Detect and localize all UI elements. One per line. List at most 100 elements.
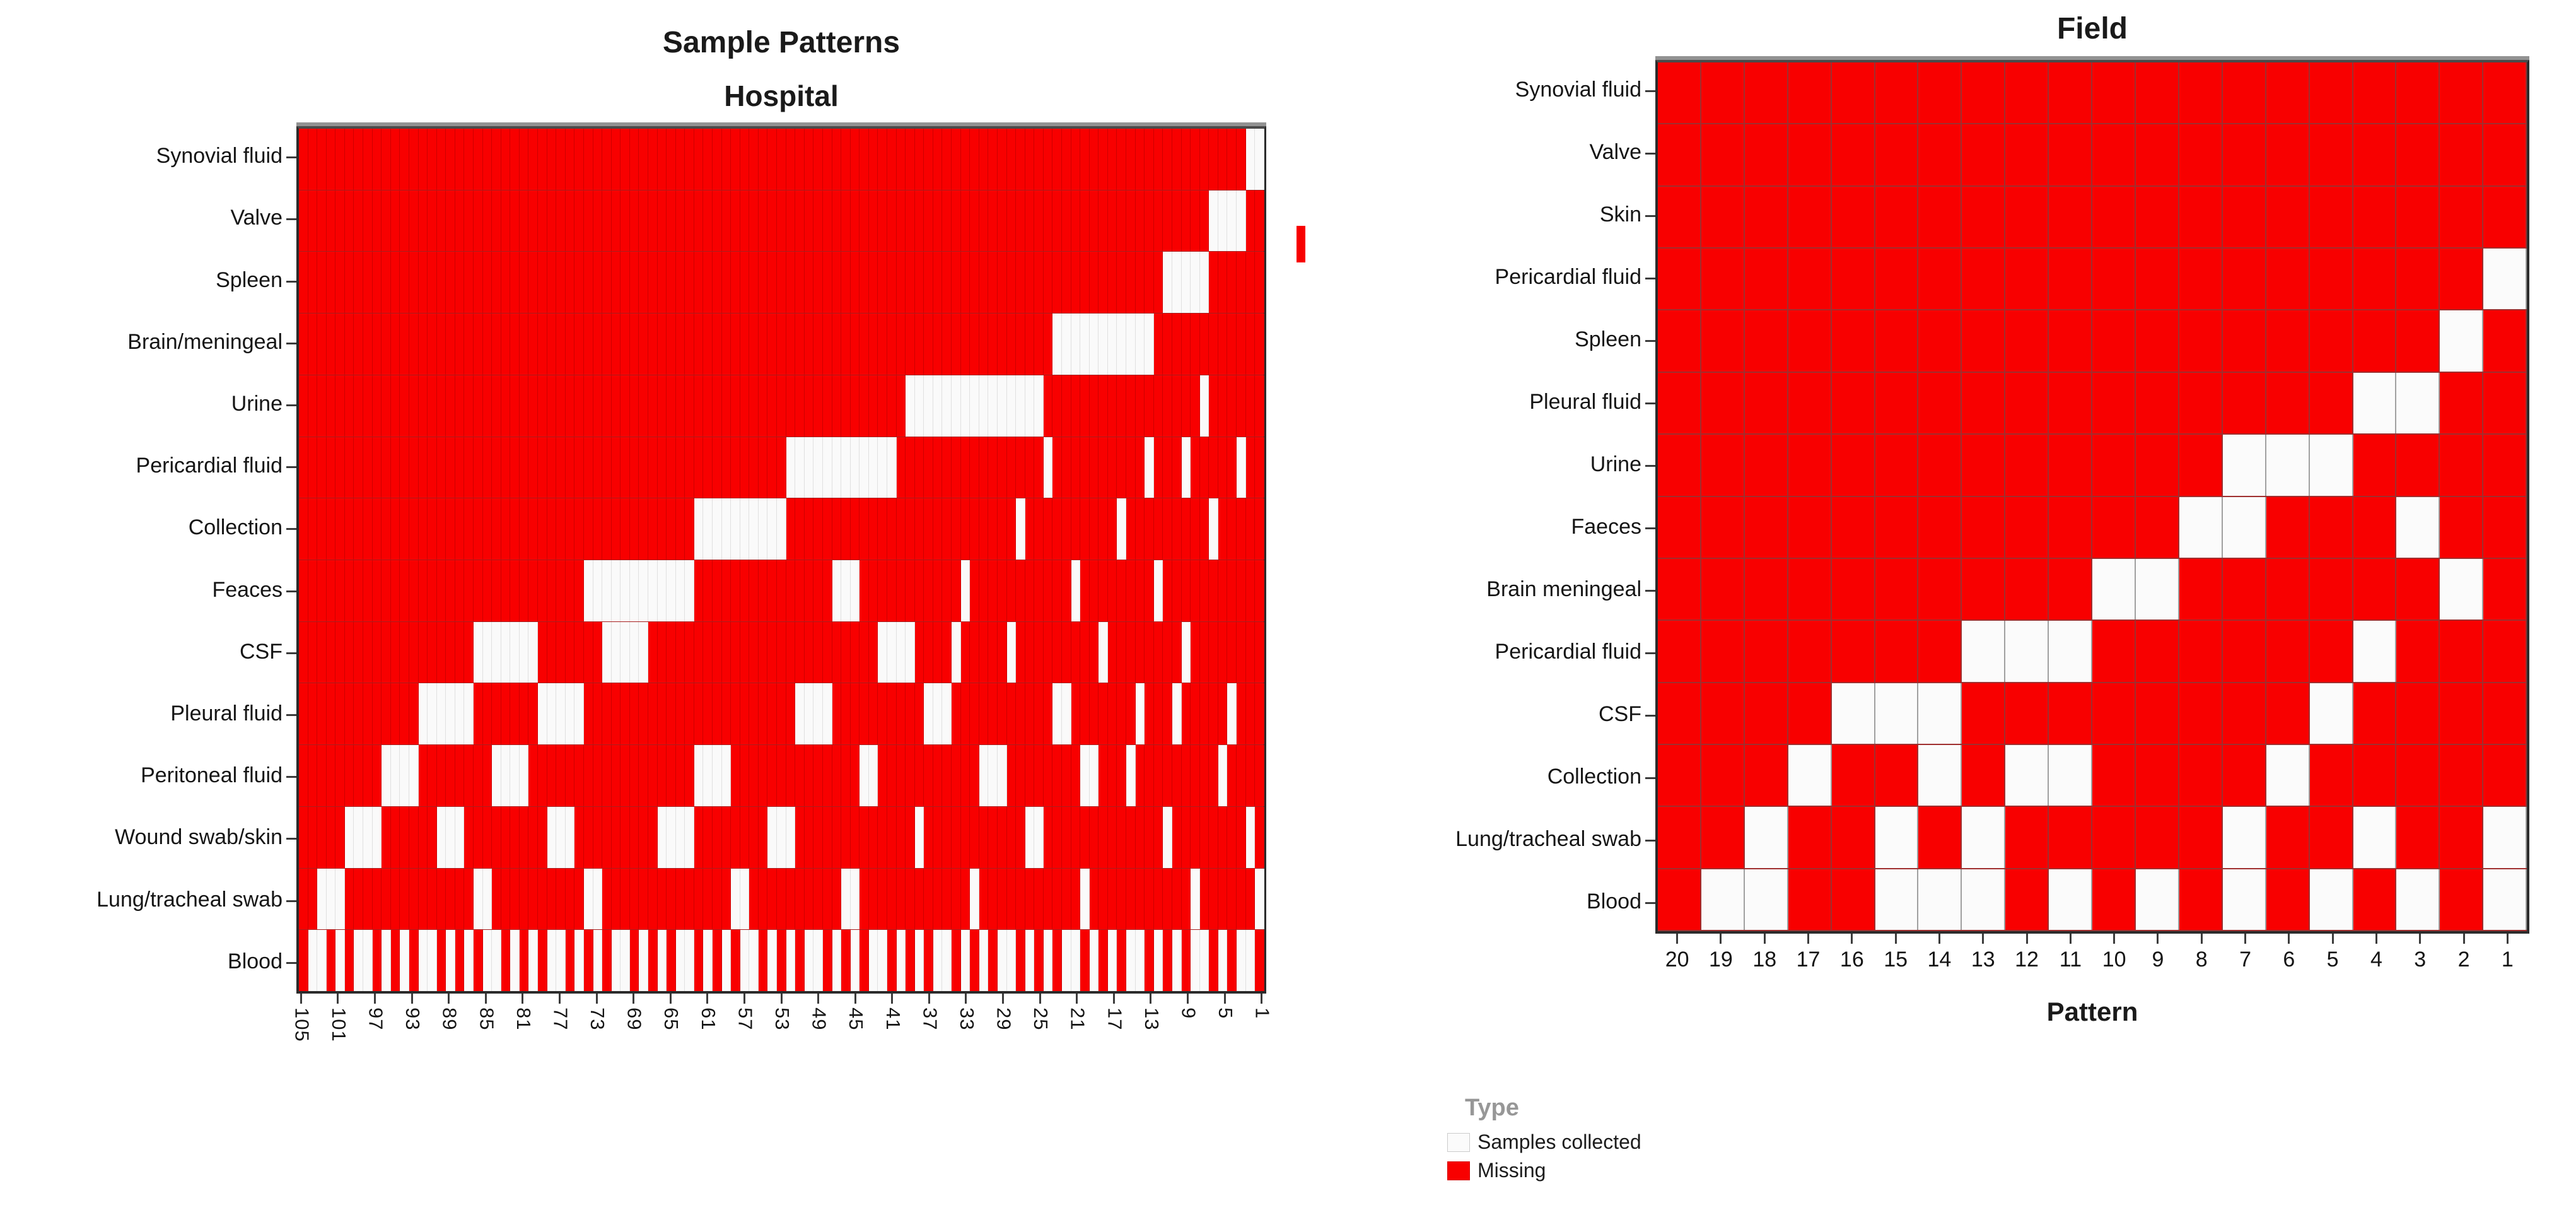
- pattern-cell: [1052, 806, 1062, 868]
- pattern-cell: [455, 498, 465, 560]
- pattern-cell: [1227, 314, 1237, 375]
- pattern-cell: [418, 560, 428, 621]
- pattern-cell: [795, 868, 805, 930]
- pattern-cell: [611, 375, 621, 437]
- x-axis-tick-label: 97: [364, 1007, 387, 1031]
- pattern-cell: [1145, 621, 1154, 683]
- pattern-cell: [308, 930, 318, 992]
- pattern-cell: [758, 621, 768, 683]
- pattern-cell: [629, 498, 639, 560]
- pattern-cell: [1181, 868, 1191, 930]
- pattern-cell: [326, 375, 336, 437]
- pattern-cell: [436, 806, 446, 868]
- pattern-cell: [914, 560, 924, 621]
- pattern-cell: [952, 252, 961, 314]
- pattern-cell: [878, 683, 887, 745]
- pattern-cell: [1043, 745, 1053, 806]
- pattern-cell: [611, 560, 621, 621]
- pattern-cell: [565, 314, 575, 375]
- pattern-cell: [933, 314, 943, 375]
- pattern-cell: [446, 129, 455, 190]
- pattern-cell: [1245, 683, 1256, 745]
- pattern-cell: [428, 437, 437, 498]
- pattern-cell: [896, 806, 906, 868]
- pattern-cell: [887, 498, 897, 560]
- pattern-cell: [914, 745, 924, 806]
- pattern-cell: [621, 621, 630, 683]
- pattern-cell: [354, 868, 364, 930]
- y-axis-tick: [1645, 465, 1655, 467]
- pattern-cell: [1831, 558, 1875, 620]
- pattern-cell: [382, 930, 391, 992]
- pattern-cell: [777, 930, 786, 992]
- pattern-cell: [428, 745, 437, 806]
- pattern-row: [1658, 310, 2527, 373]
- pattern-cell: [574, 129, 584, 190]
- pattern-cell: [777, 314, 786, 375]
- pattern-cell: [418, 190, 428, 252]
- pattern-cell: [749, 437, 759, 498]
- pattern-cell: [914, 621, 924, 683]
- stray-red-mark: [1297, 226, 1305, 262]
- pattern-cell: [979, 683, 989, 745]
- pattern-cell: [1245, 437, 1256, 498]
- pattern-cell: [1227, 375, 1237, 437]
- pattern-cell: [933, 375, 943, 437]
- pattern-cell: [335, 437, 345, 498]
- x-axis-tick: [928, 994, 930, 1004]
- y-axis-category-label: Peritoneal fluid: [141, 763, 283, 788]
- pattern-cell: [795, 498, 805, 560]
- pattern-cell: [1025, 375, 1035, 437]
- pattern-cell: [740, 930, 750, 992]
- pattern-cell: [547, 868, 557, 930]
- pattern-cell: [547, 806, 557, 868]
- pattern-cell: [446, 806, 455, 868]
- pattern-cell: [887, 806, 897, 868]
- pattern-cell: [317, 868, 327, 930]
- pattern-cell: [1701, 558, 1745, 620]
- pattern-cell: [813, 560, 823, 621]
- y-axis-tick: [286, 156, 296, 159]
- pattern-cell: [2396, 124, 2440, 185]
- pattern-cell: [400, 437, 409, 498]
- pattern-cell: [1153, 745, 1163, 806]
- pattern-cell: [970, 190, 979, 252]
- pattern-cell: [878, 621, 887, 683]
- pattern-cell: [1107, 745, 1117, 806]
- pattern-cell: [1172, 252, 1182, 314]
- pattern-cell: [749, 683, 759, 745]
- pattern-cell: [400, 375, 409, 437]
- pattern-cell: [1016, 868, 1025, 930]
- pattern-cell: [354, 745, 364, 806]
- pattern-cell: [446, 683, 455, 745]
- y-axis-category-label: Spleen: [1575, 327, 1641, 352]
- pattern-cell: [1181, 806, 1191, 868]
- pattern-cell: [1145, 745, 1154, 806]
- pattern-cell: [583, 375, 593, 437]
- pattern-cell: [813, 375, 823, 437]
- pattern-cell: [832, 868, 842, 930]
- pattern-cell: [1006, 683, 1017, 745]
- pattern-cell: [2222, 435, 2266, 496]
- pattern-cell: [593, 560, 603, 621]
- pattern-cell: [1016, 560, 1025, 621]
- y-axis-tick: [286, 900, 296, 902]
- pattern-cell: [777, 498, 786, 560]
- pattern-cell: [363, 745, 373, 806]
- pattern-cell: [2266, 683, 2310, 744]
- pattern-cell: [629, 437, 639, 498]
- pattern-cell: [621, 437, 630, 498]
- pattern-cell: [464, 190, 474, 252]
- pattern-cell: [354, 129, 364, 190]
- pattern-cell: [1061, 621, 1071, 683]
- pattern-cell: [1117, 560, 1127, 621]
- pattern-cell: [914, 314, 924, 375]
- pattern-cell: [1107, 375, 1117, 437]
- pattern-cell: [436, 129, 446, 190]
- pattern-cell: [1117, 437, 1127, 498]
- pattern-cell: [621, 314, 630, 375]
- pattern-cell: [1145, 683, 1154, 745]
- pattern-cell: [1245, 190, 1256, 252]
- pattern-cell: [740, 621, 750, 683]
- x-axis-tick-label: 20: [1665, 948, 1689, 972]
